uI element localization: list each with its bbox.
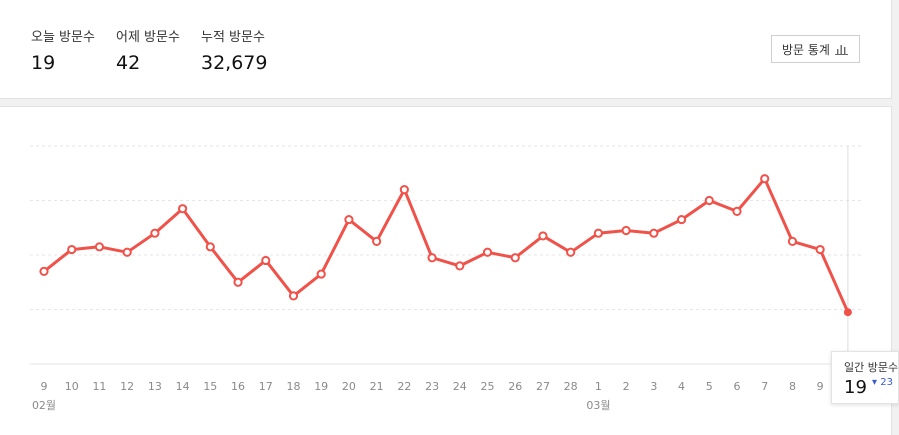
x-tick-label: 23 <box>425 380 439 393</box>
bar-chart-icon <box>834 45 848 55</box>
data-point <box>316 269 326 279</box>
x-tick-label: 10 <box>65 380 79 393</box>
visit-stats-button-label: 방문 통계 <box>782 42 830 57</box>
x-tick-label: 12 <box>120 380 134 393</box>
x-tick-label: 6 <box>734 380 741 393</box>
x-tick-label: 9 <box>817 380 824 393</box>
tooltip-change: ▾ 23 <box>872 377 893 388</box>
visits-chart-card: 9 10 11 12 13 14 15 16 17 18 19 20 21 22 23 24 25 26 27 28 1… <box>0 106 899 435</box>
x-tick-label: 24 <box>453 380 467 393</box>
x-tick-label: 13 <box>148 380 162 393</box>
stat-today-value: 19 <box>31 52 56 74</box>
data-point <box>621 225 631 236</box>
x-tick-label: 14 <box>176 380 190 393</box>
x-tick-label: 3 <box>650 380 657 393</box>
data-point <box>178 204 188 214</box>
data-point <box>94 242 105 252</box>
data-point <box>676 214 687 225</box>
data-point <box>482 247 493 257</box>
x-tick-label: 4 <box>678 380 685 393</box>
data-point <box>538 231 548 241</box>
x-tick-label: 2 <box>623 380 630 393</box>
caret-down-icon: ▾ <box>872 377 878 388</box>
data-point <box>288 291 299 301</box>
x-tick-label: 15 <box>203 380 217 393</box>
x-tick-label: 11 <box>92 380 106 393</box>
x-tick-label: 8 <box>789 380 796 393</box>
data-point <box>399 185 409 195</box>
x-tick-label: 20 <box>342 380 356 393</box>
daily-visits-tooltip: 일간 방문수 19 ▾ 23 <box>831 351 899 404</box>
x-tick-label: 17 <box>259 380 273 393</box>
tooltip-label: 일간 방문수 <box>844 361 899 374</box>
x-tick-label: 26 <box>508 380 522 393</box>
data-point <box>427 253 437 263</box>
x-tick-label: 25 <box>481 380 495 393</box>
data-point <box>233 277 243 287</box>
data-point <box>455 261 465 271</box>
data-point <box>372 236 382 246</box>
data-point <box>566 247 576 257</box>
x-tick-label: 27 <box>536 380 550 393</box>
tooltip-value: 19 <box>844 377 867 398</box>
data-point <box>67 244 77 255</box>
stat-total-value: 32,679 <box>201 52 268 74</box>
series-line <box>42 177 850 314</box>
data-point <box>815 244 825 255</box>
data-point <box>261 255 271 266</box>
data-point <box>122 247 132 257</box>
data-point <box>649 228 659 238</box>
data-point <box>344 214 354 225</box>
data-point <box>205 242 215 252</box>
data-point-highlight <box>843 308 852 317</box>
data-point <box>704 195 714 206</box>
month-label: 03월 <box>586 399 610 412</box>
x-tick-label: 21 <box>370 380 384 393</box>
tooltip-change-value: 23 <box>880 377 893 388</box>
x-tick-label: 19 <box>314 380 328 393</box>
stat-yesterday-label: 어제 방문수 <box>116 30 180 45</box>
data-point <box>39 266 49 276</box>
x-tick-label: 18 <box>286 380 300 393</box>
x-tick-label: 1 <box>595 380 602 393</box>
stat-today-label: 오늘 방문수 <box>31 30 95 45</box>
data-point <box>732 206 742 217</box>
x-tick-label: 7 <box>761 380 768 393</box>
month-label: 02월 <box>32 399 56 412</box>
daily-visits-chart: 9 10 11 12 13 14 15 16 17 18 19 20 21 22 23 24 25 26 27 28 1… <box>30 145 862 412</box>
x-tick-label: 9 <box>41 380 48 393</box>
visitor-summary-card: 오늘 방문수 19 어제 방문수 42 누적 방문수 32,679 방문 통계 <box>0 0 892 99</box>
data-point <box>150 228 160 238</box>
x-tick-label: 22 <box>397 380 411 393</box>
visit-stats-button[interactable]: 방문 통계 <box>771 35 860 63</box>
data-point <box>510 253 520 263</box>
x-tick-label: 16 <box>231 380 245 393</box>
x-tick-label: 5 <box>706 380 713 393</box>
data-point <box>760 174 770 184</box>
stat-total-label: 누적 방문수 <box>201 30 265 45</box>
data-point <box>787 236 798 246</box>
stat-yesterday-value: 42 <box>116 52 141 74</box>
x-tick-label: 28 <box>564 380 578 393</box>
data-point <box>593 228 604 238</box>
